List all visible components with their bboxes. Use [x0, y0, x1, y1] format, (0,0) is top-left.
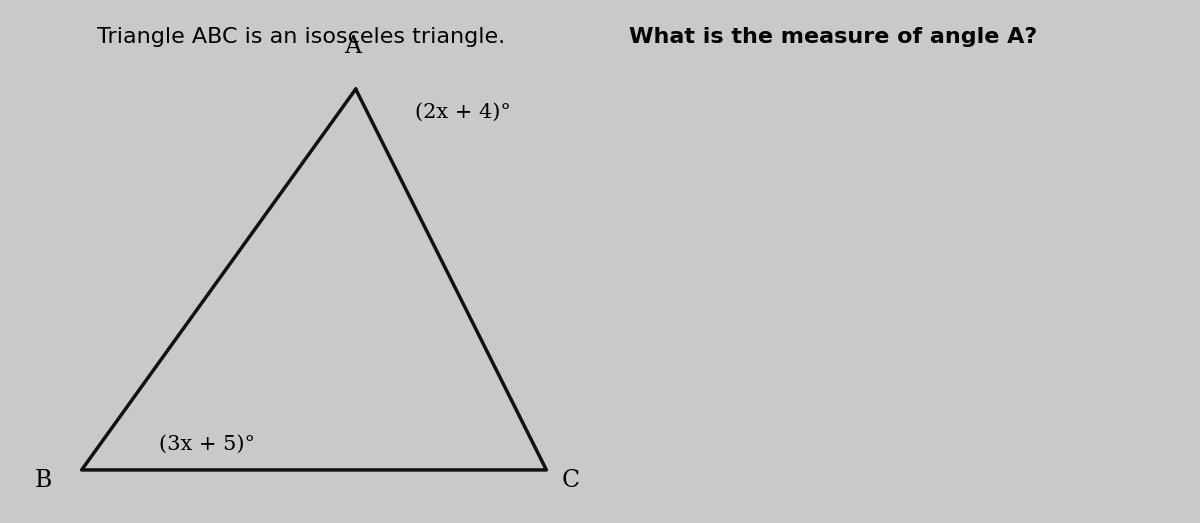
Text: (2x + 4)°: (2x + 4)°	[415, 103, 511, 122]
Text: Triangle ABC is an isosceles triangle.: Triangle ABC is an isosceles triangle.	[97, 27, 512, 47]
Text: (3x + 5)°: (3x + 5)°	[160, 435, 256, 454]
Text: A: A	[343, 35, 361, 58]
Text: C: C	[562, 469, 580, 492]
Text: What is the measure of angle A?: What is the measure of angle A?	[629, 27, 1038, 47]
Text: B: B	[35, 469, 52, 492]
